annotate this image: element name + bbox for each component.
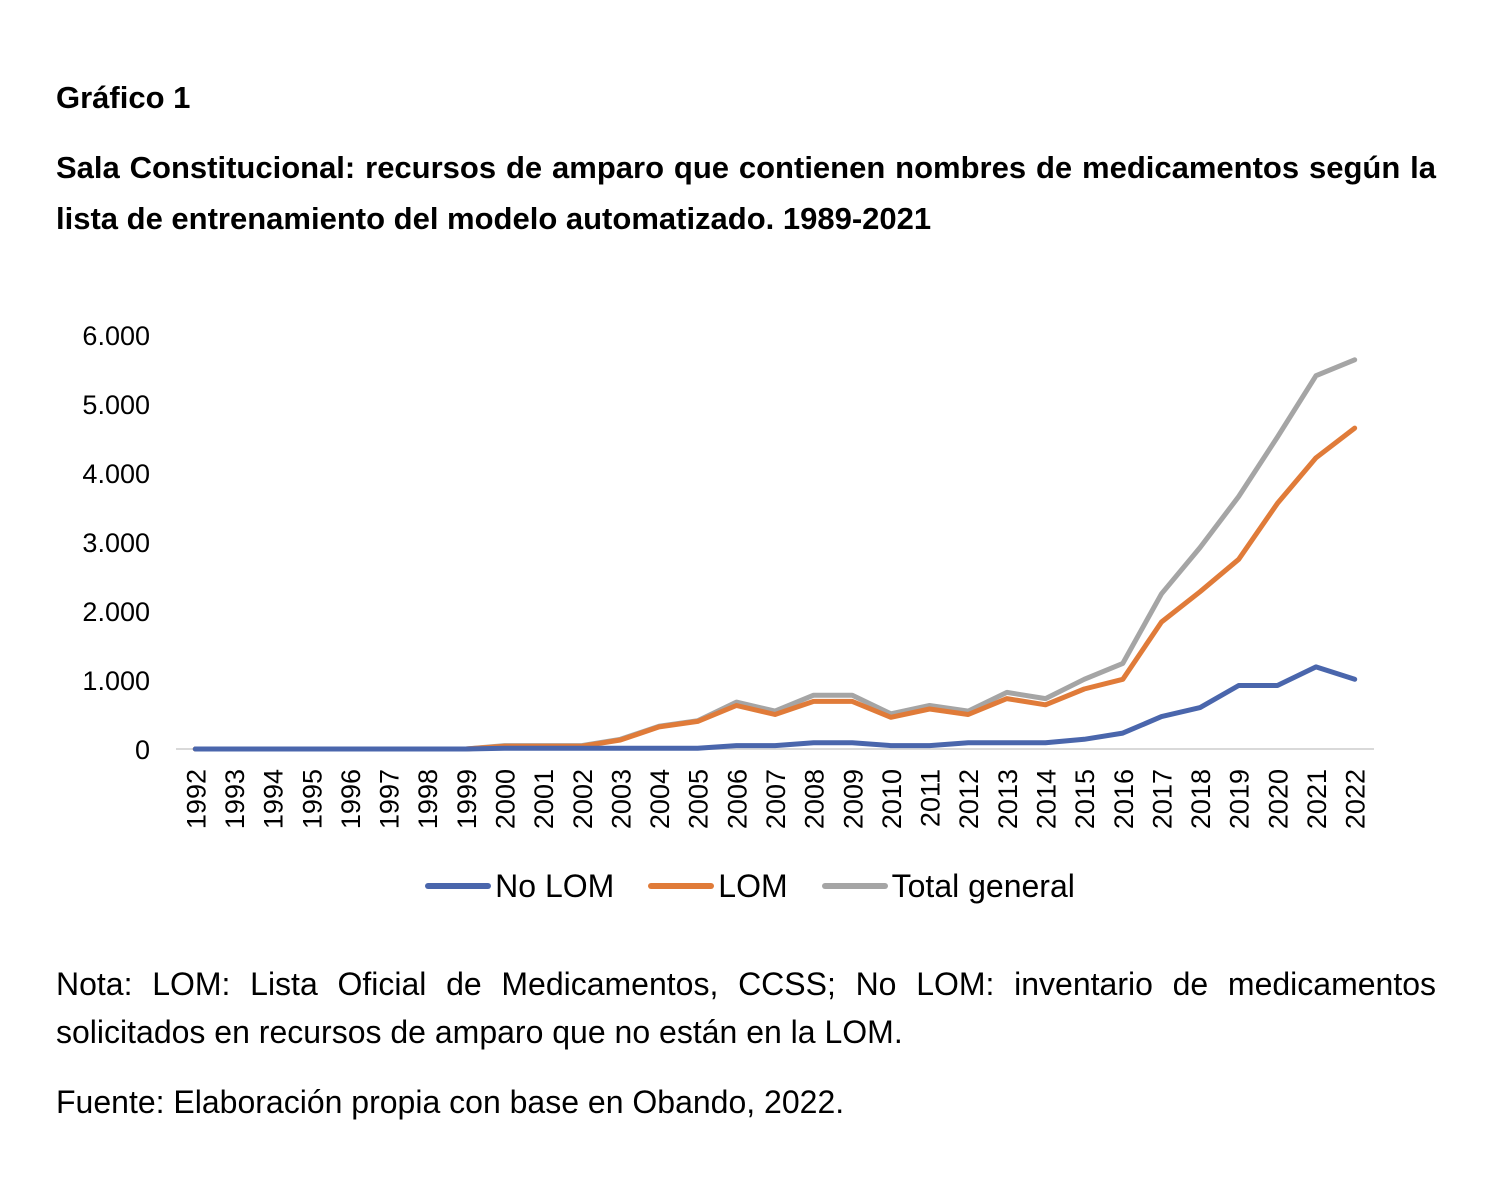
y-tick-label: 0 — [135, 735, 150, 765]
x-tick-label: 2017 — [1147, 769, 1177, 829]
x-tick-label: 2004 — [645, 769, 675, 829]
x-tick-label: 2000 — [490, 769, 520, 829]
legend-item-lom: LOM — [648, 866, 788, 906]
x-tick-label: 2009 — [838, 769, 868, 829]
y-tick-label: 6.000 — [82, 321, 150, 351]
chart-note: Nota: LOM: Lista Oficial de Medicamentos… — [56, 966, 1436, 1050]
x-tick-label: 2001 — [529, 769, 559, 829]
chart-source: Fuente: Elaboración propia con base en O… — [56, 1084, 845, 1120]
x-tick-label: 2005 — [684, 769, 714, 829]
legend-label: LOM — [718, 868, 788, 904]
x-tick-label: 2016 — [1109, 769, 1139, 829]
legend-swatch — [425, 883, 492, 889]
x-tick-label: 2019 — [1225, 769, 1255, 829]
x-tick-label: 1992 — [181, 769, 211, 829]
x-tick-label: 2021 — [1302, 769, 1332, 829]
x-tick-label: 1996 — [336, 769, 366, 829]
x-tick-label: 2011 — [916, 769, 946, 827]
legend-label: No LOM — [495, 868, 615, 904]
y-tick-label: 2.000 — [82, 597, 150, 627]
x-tick-label: 2015 — [1070, 769, 1100, 829]
series-line-total-general — [192, 357, 1358, 752]
legend-item-total-general: Total general — [821, 866, 1075, 906]
x-tick-label: 2003 — [606, 769, 636, 829]
legend-swatch — [821, 883, 888, 889]
y-tick-label: 1.000 — [82, 666, 150, 696]
x-tick-label: 2006 — [722, 769, 752, 829]
x-tick-label: 1998 — [413, 769, 443, 829]
chart-title: Sala Constitucional: recursos de amparo … — [56, 150, 1436, 236]
line-chart: 0 1.000 2.000 3.000 4.000 5.000 6.000 1992 1993… — [82, 321, 1374, 829]
y-tick-label: 4.000 — [82, 459, 150, 489]
x-tick-label: 1997 — [375, 769, 405, 829]
x-tick-label: 1995 — [297, 769, 327, 829]
x-tick-label: 2020 — [1263, 769, 1293, 829]
x-tick-label: 2008 — [800, 769, 830, 829]
x-axis: 1992 1993 1994 1995 1996 1997 1998 1999 2000 2001… — [181, 769, 1370, 829]
series-line-no-lom — [192, 664, 1358, 752]
legend-swatch — [648, 883, 715, 889]
legend-item-no-lom: No LOM — [425, 866, 614, 906]
x-tick-label: 1999 — [452, 769, 482, 829]
y-tick-label: 5.000 — [82, 390, 150, 420]
x-tick-label: 2018 — [1186, 769, 1216, 829]
y-tick-label: 3.000 — [82, 528, 150, 558]
x-tick-label: 2012 — [954, 769, 984, 829]
x-tick-label: 1993 — [220, 769, 250, 829]
x-tick-label: 2014 — [1032, 769, 1062, 829]
legend: No LOM LOM Total general — [0, 866, 1500, 906]
series-line-lom — [192, 425, 1358, 752]
x-tick-label: 2022 — [1341, 769, 1371, 829]
x-tick-label: 1994 — [259, 769, 289, 829]
x-tick-label: 2002 — [568, 769, 598, 829]
x-tick-label: 2007 — [761, 769, 791, 829]
x-tick-label: 2013 — [993, 769, 1023, 829]
y-axis: 0 1.000 2.000 3.000 4.000 5.000 6.000 — [82, 321, 150, 765]
figure-label: Gráfico 1 — [56, 80, 191, 115]
legend-label: Total general — [891, 868, 1075, 904]
x-tick-label: 2010 — [877, 769, 907, 829]
series-layer — [192, 357, 1358, 752]
